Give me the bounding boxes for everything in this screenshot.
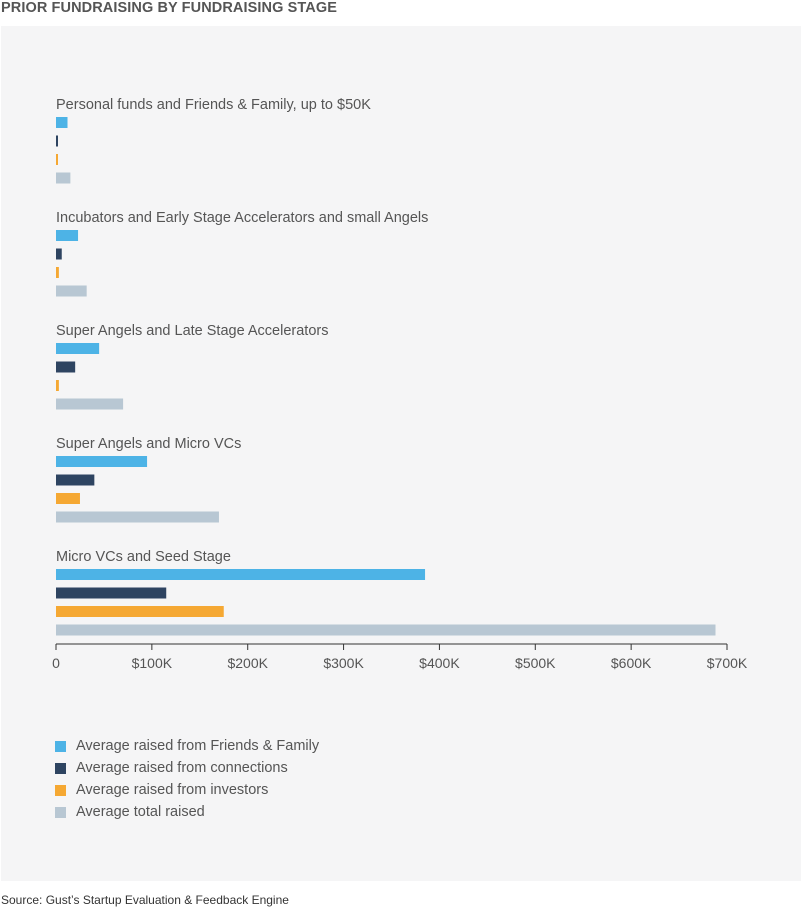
x-tick-label: $300K	[323, 655, 364, 671]
bar	[56, 606, 224, 617]
bar	[56, 398, 124, 410]
bar	[56, 456, 148, 467]
bar	[56, 587, 167, 599]
bar	[56, 172, 71, 184]
bar	[56, 343, 100, 354]
legend-label-total: Average total raised	[76, 804, 205, 820]
legend-item-total: Average total raised	[55, 801, 319, 823]
bar	[56, 267, 59, 278]
bar	[56, 569, 426, 580]
legend-swatch-investors	[55, 784, 66, 796]
x-tick-label: 0	[52, 655, 60, 671]
category-label: Micro VCs and Seed Stage	[56, 549, 231, 565]
source-note: Source: Gust’s Startup Evaluation & Feed…	[1, 893, 289, 907]
bar	[56, 285, 87, 297]
legend-label-investors: Average raised from investors	[76, 782, 269, 798]
bar	[56, 624, 716, 636]
x-tick-label: $700K	[707, 655, 748, 671]
category-label: Super Angels and Micro VCs	[56, 436, 241, 452]
bar	[56, 135, 58, 147]
legend-label-connections: Average raised from connections	[76, 760, 288, 776]
bar	[56, 117, 68, 128]
x-tick-label: $500K	[515, 655, 556, 671]
x-tick-label: $400K	[419, 655, 460, 671]
bar	[56, 154, 58, 165]
legend-swatch-connections	[55, 762, 66, 774]
legend: Average raised from Friends & Family Ave…	[55, 735, 319, 823]
category-label: Super Angels and Late Stage Accelerators	[56, 323, 328, 339]
x-tick-label: $200K	[227, 655, 268, 671]
chart-title: PRIOR FUNDRAISING BY FUNDRAISING STAGE	[1, 0, 337, 16]
legend-item-friends-family: Average raised from Friends & Family	[55, 735, 319, 757]
bar	[56, 380, 59, 391]
legend-item-connections: Average raised from connections	[55, 757, 319, 779]
bar	[56, 248, 62, 260]
category-label: Personal funds and Friends & Family, up …	[56, 97, 371, 113]
legend-swatch-total	[55, 806, 66, 818]
bar	[56, 361, 76, 373]
x-tick-label: $600K	[611, 655, 652, 671]
legend-swatch-friends-family	[55, 740, 66, 752]
bar	[56, 474, 95, 486]
x-tick-label: $100K	[132, 655, 173, 671]
bar	[56, 230, 79, 241]
legend-label-friends-family: Average raised from Friends & Family	[76, 738, 320, 754]
chart-panel	[1, 26, 801, 881]
bar	[56, 493, 80, 504]
category-label: Incubators and Early Stage Accelerators …	[56, 210, 428, 226]
bar	[56, 511, 219, 523]
legend-item-investors: Average raised from investors	[55, 779, 319, 801]
